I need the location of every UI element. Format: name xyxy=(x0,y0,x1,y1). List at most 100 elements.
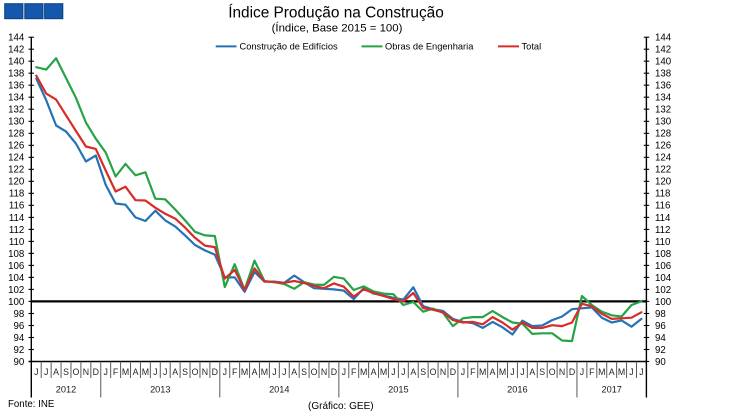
svg-text:94: 94 xyxy=(655,333,666,344)
svg-text:112: 112 xyxy=(9,225,24,236)
svg-text:2014: 2014 xyxy=(269,385,289,395)
svg-text:S: S xyxy=(301,367,307,377)
svg-text:M: M xyxy=(380,367,387,377)
svg-text:90: 90 xyxy=(655,357,666,368)
svg-text:N: N xyxy=(202,367,208,377)
svg-text:142: 142 xyxy=(8,45,24,56)
svg-text:D: D xyxy=(93,367,99,377)
svg-text:114: 114 xyxy=(655,213,671,224)
svg-text:J: J xyxy=(34,367,38,377)
svg-text:2015: 2015 xyxy=(388,385,408,395)
svg-text:98: 98 xyxy=(655,309,666,320)
svg-text:J: J xyxy=(103,367,107,377)
svg-text:142: 142 xyxy=(655,45,671,56)
svg-text:A: A xyxy=(609,367,615,377)
svg-text:102: 102 xyxy=(8,285,24,296)
svg-text:M: M xyxy=(360,367,367,377)
svg-text:94: 94 xyxy=(14,333,25,344)
svg-text:108: 108 xyxy=(655,249,671,260)
svg-text:M: M xyxy=(499,367,506,377)
svg-text:110: 110 xyxy=(655,237,671,248)
svg-text:J: J xyxy=(342,367,346,377)
svg-text:D: D xyxy=(212,367,218,377)
svg-text:104: 104 xyxy=(8,273,25,284)
svg-text:O: O xyxy=(311,367,318,377)
svg-text:A: A xyxy=(252,367,258,377)
svg-text:S: S xyxy=(420,367,426,377)
svg-text:132: 132 xyxy=(655,105,671,116)
svg-text:110: 110 xyxy=(9,237,25,248)
svg-text:M: M xyxy=(142,367,149,377)
svg-text:O: O xyxy=(72,367,79,377)
svg-text:Construção de Edifícios: Construção de Edifícios xyxy=(240,42,339,52)
svg-text:M: M xyxy=(618,367,625,377)
svg-text:S: S xyxy=(182,367,188,377)
svg-text:N: N xyxy=(559,367,565,377)
svg-text:J: J xyxy=(282,367,286,377)
svg-text:136: 136 xyxy=(655,81,671,92)
svg-text:J: J xyxy=(391,367,395,377)
svg-text:116: 116 xyxy=(9,201,24,212)
svg-text:122: 122 xyxy=(8,165,24,176)
svg-text:130: 130 xyxy=(8,117,25,128)
svg-text:140: 140 xyxy=(8,57,25,68)
svg-text:A: A xyxy=(490,367,496,377)
svg-text:F: F xyxy=(589,367,595,377)
svg-text:(Índice, Base 2015 = 100): (Índice, Base 2015 = 100) xyxy=(272,22,403,35)
svg-text:S: S xyxy=(539,367,545,377)
svg-text:126: 126 xyxy=(8,141,24,152)
svg-text:A: A xyxy=(172,367,178,377)
svg-text:100: 100 xyxy=(8,297,25,308)
svg-text:120: 120 xyxy=(8,177,25,188)
svg-text:D: D xyxy=(331,367,337,377)
svg-text:J: J xyxy=(272,367,276,377)
svg-text:124: 124 xyxy=(8,153,25,164)
svg-text:D: D xyxy=(450,367,456,377)
svg-text:140: 140 xyxy=(655,57,672,68)
svg-text:Índice Produção na Construção: Índice Produção na Construção xyxy=(228,5,444,22)
svg-text:D: D xyxy=(569,367,575,377)
svg-text:118: 118 xyxy=(655,189,670,200)
svg-text:J: J xyxy=(510,367,514,377)
svg-text:O: O xyxy=(430,367,437,377)
svg-text:116: 116 xyxy=(655,201,670,212)
svg-text:122: 122 xyxy=(655,165,671,176)
svg-text:M: M xyxy=(598,367,605,377)
svg-text:106: 106 xyxy=(8,261,24,272)
svg-text:J: J xyxy=(639,367,643,377)
svg-text:A: A xyxy=(371,367,377,377)
svg-text:J: J xyxy=(629,367,633,377)
svg-text:J: J xyxy=(401,367,405,377)
svg-text:124: 124 xyxy=(655,153,672,164)
svg-text:A: A xyxy=(133,367,139,377)
svg-text:J: J xyxy=(153,367,157,377)
svg-text:2016: 2016 xyxy=(507,385,527,395)
svg-text:120: 120 xyxy=(655,177,672,188)
svg-text:M: M xyxy=(241,367,248,377)
svg-text:126: 126 xyxy=(655,141,671,152)
svg-text:104: 104 xyxy=(655,273,672,284)
svg-text:F: F xyxy=(113,367,119,377)
svg-text:96: 96 xyxy=(655,321,666,332)
svg-text:A: A xyxy=(410,367,416,377)
svg-text:Total: Total xyxy=(522,42,542,52)
svg-text:S: S xyxy=(63,367,69,377)
svg-text:144: 144 xyxy=(655,33,672,44)
svg-text:J: J xyxy=(163,367,167,377)
svg-text:128: 128 xyxy=(655,129,671,140)
svg-text:M: M xyxy=(122,367,129,377)
svg-text:134: 134 xyxy=(655,93,672,104)
svg-text:134: 134 xyxy=(8,93,25,104)
svg-text:114: 114 xyxy=(9,213,25,224)
svg-text:132: 132 xyxy=(8,105,24,116)
svg-text:Fonte: INE: Fonte: INE xyxy=(8,399,55,410)
svg-text:112: 112 xyxy=(655,225,670,236)
svg-text:128: 128 xyxy=(8,129,24,140)
svg-text:A: A xyxy=(529,367,535,377)
svg-text:130: 130 xyxy=(655,117,672,128)
svg-text:90: 90 xyxy=(14,357,25,368)
svg-text:M: M xyxy=(261,367,268,377)
svg-text:108: 108 xyxy=(8,249,24,260)
svg-text:N: N xyxy=(83,367,89,377)
svg-text:106: 106 xyxy=(655,261,671,272)
